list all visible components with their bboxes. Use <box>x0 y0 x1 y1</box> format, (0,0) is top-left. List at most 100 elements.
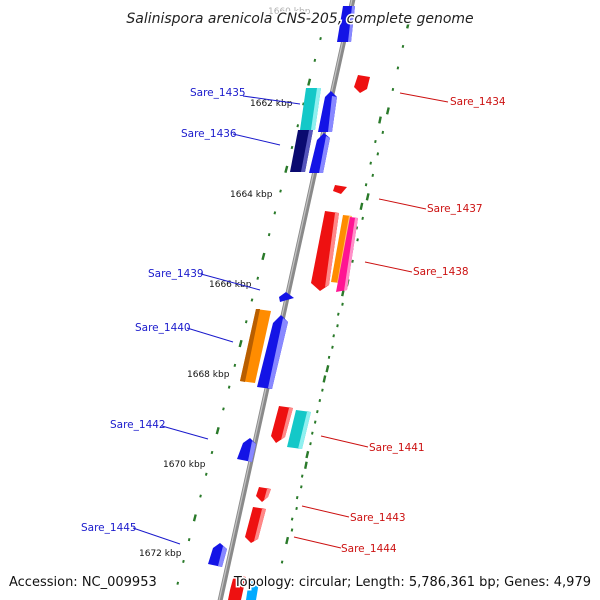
leader-1436 <box>232 133 281 146</box>
ruler-track-inner-tick <box>187 538 191 542</box>
ruler-track-far-tick <box>327 355 331 359</box>
ruler-track-far-tick <box>318 398 322 403</box>
tick-label-1666: 1666 kbp <box>209 280 252 290</box>
ruler-track-outer-tick <box>401 44 405 49</box>
ruler-track-outer-tick <box>396 66 400 70</box>
ruler-track-outer-tick <box>406 21 410 29</box>
ruler-track-outer-tick <box>341 302 344 306</box>
gene-labels: Sare_1435 Sare_1436 Sare_1439 Sare_1440 … <box>81 87 506 555</box>
ruler-track-far-tick <box>295 506 298 511</box>
ruler-track-far-tick <box>332 334 335 338</box>
ruler-track-inner-tick <box>250 298 254 302</box>
ruler-track-outer-tick <box>361 216 364 220</box>
gene-blue-1436-shade <box>319 136 330 173</box>
ruler-track-outer-tick <box>371 173 375 177</box>
map-title: Salinispora arenicola CNS-205, complete … <box>126 11 473 27</box>
gene-label-sare-1445[interactable]: Sare_1445 <box>81 522 137 534</box>
ruler-track-outer-tick <box>351 259 354 263</box>
ruler-track-inner-tick <box>244 320 248 324</box>
gene-blue-1439[interactable] <box>279 292 294 302</box>
ruler-track-inner-tick <box>227 385 231 389</box>
gene-red-1438[interactable] <box>311 211 339 291</box>
gene-label-sare-1444[interactable]: Sare_1444 <box>341 543 397 555</box>
ruler-track-outer-tick <box>391 87 395 92</box>
gene-label-sare-1440[interactable]: Sare_1440 <box>135 322 191 334</box>
ruler-track-outer-tick <box>321 388 324 392</box>
leader-1443 <box>301 505 350 518</box>
ruler-track-inner-tick <box>319 36 322 41</box>
ruler-track-far-tick <box>359 202 364 210</box>
ruler-track-far-tick <box>355 226 359 230</box>
ruler-track-inner-tick <box>222 407 225 411</box>
ruler-track-inner-tick <box>199 494 202 498</box>
gene-red-1438-shade <box>325 213 339 287</box>
gene-label-sare-1441[interactable]: Sare_1441 <box>369 442 425 454</box>
ruler-track-inner-tick <box>215 426 220 435</box>
gene-blue-1440-shade <box>268 318 288 389</box>
ruler-track-inner-tick <box>192 514 197 522</box>
gene-label-sare-1436[interactable]: Sare_1436 <box>181 128 237 140</box>
ruler-track-outer-tick <box>275 581 279 586</box>
leader-1440 <box>186 327 234 343</box>
gene-label-sare-1442[interactable]: Sare_1442 <box>110 419 166 431</box>
ruler-track-far-tick <box>369 161 372 165</box>
leader-1435 <box>242 95 301 105</box>
gene-cyan-1441[interactable] <box>287 410 311 449</box>
accession-text: Accession: NC_009953 <box>9 575 157 590</box>
ruler-track-inner-tick <box>256 276 260 280</box>
ruler-track-outer-tick <box>356 238 359 242</box>
tick-label-1664: 1664 kbp <box>230 190 273 200</box>
gene-label-sare-1439[interactable]: Sare_1439 <box>148 268 204 280</box>
leader-1438 <box>364 261 413 273</box>
gene-blue-top-shade <box>348 6 355 42</box>
gene-label-sare-1438[interactable]: Sare_1438 <box>413 266 469 278</box>
ruler-track-far-tick <box>374 139 377 144</box>
leader-1445 <box>132 527 181 545</box>
ruler-track-inner-tick <box>296 124 300 128</box>
gene-red-1437[interactable] <box>333 185 347 194</box>
gene-blue-1435-shade <box>328 96 337 132</box>
ruler-track-outer-tick <box>280 560 284 564</box>
gene-cyan-1435-shade <box>311 88 321 130</box>
gene-label-sare-1437[interactable]: Sare_1437 <box>427 203 483 215</box>
tick-label-1668: 1668 kbp <box>187 370 230 380</box>
ruler-track-inner-tick <box>210 450 214 455</box>
ruler-track-outer-tick <box>331 345 334 349</box>
ruler-track-far-tick <box>313 420 317 424</box>
topology-text: Topology: circular; Length: 5,786,361 bp… <box>233 575 591 590</box>
ruler-track-outer-tick <box>295 495 299 500</box>
gene-blue-1445-shade <box>218 546 227 567</box>
ruler-track-far-tick <box>300 485 303 489</box>
gene-red-1434[interactable] <box>354 75 370 93</box>
ruler-track-outer-tick <box>336 324 339 328</box>
ruler-track-far-tick <box>290 528 294 532</box>
gene-skyblue-bottom[interactable] <box>246 580 259 600</box>
ruler-track-inner-tick <box>279 189 282 193</box>
ruler-track-outer-tick <box>381 130 385 135</box>
ruler-track-inner-tick <box>233 363 237 367</box>
ruler-track-inner-tick <box>324 15 328 19</box>
gene-red-1444-shade <box>254 509 266 541</box>
ruler-track-inner-tick <box>267 233 271 237</box>
ruler-track-inner-tick <box>290 145 294 150</box>
gene-features <box>208 6 370 600</box>
gene-label-sare-1443[interactable]: Sare_1443 <box>350 512 406 524</box>
leader-1442 <box>161 425 209 440</box>
gene-label-sare-1434[interactable]: Sare_1434 <box>450 96 506 108</box>
tick-label-1660: 1660 kbp <box>268 7 311 17</box>
gene-label-sare-1435[interactable]: Sare_1435 <box>190 87 246 99</box>
ruler-track-far-tick <box>364 183 368 187</box>
gene-red-bottom[interactable] <box>228 575 246 600</box>
ruler-track-far-tick <box>322 375 327 383</box>
gene-red-1441-shade <box>281 408 293 440</box>
ruler-track-outer-tick <box>300 474 304 478</box>
leader-1444 <box>293 536 342 549</box>
ruler-track-far-tick <box>337 312 340 316</box>
tick-label-1662: 1662 kbp <box>250 99 293 109</box>
ruler-track-outer-tick <box>365 193 370 201</box>
ruler-track-outer-tick <box>385 107 390 115</box>
gene-blue-1442-shade <box>248 441 256 462</box>
ruler-track-inner-tick <box>313 58 317 62</box>
